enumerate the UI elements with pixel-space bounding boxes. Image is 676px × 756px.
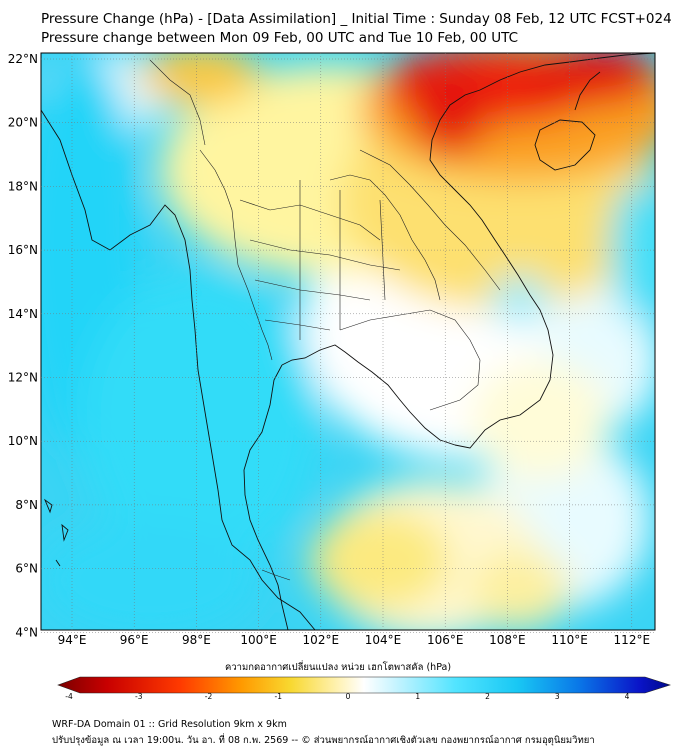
colorbar-bar (57, 676, 671, 694)
borders (149, 59, 501, 581)
lat-tick-label: 6°N (15, 562, 38, 576)
chart-subtitle: Pressure change between Mon 09 Feb, 00 U… (41, 30, 519, 46)
lat-tick-label: 12°N (8, 371, 38, 385)
footer-line-1: WRF-DA Domain 01 :: Grid Resolution 9km … (52, 719, 287, 730)
colorbar-tick-label: 2 (485, 692, 490, 701)
colorbar-tick-label: 1 (415, 692, 421, 701)
lon-tick-label: 96°E (120, 633, 149, 647)
colorbar-tick-label: -4 (65, 692, 73, 701)
lon-tick-label: 94°E (58, 633, 87, 647)
colorbar-tick-label: 3 (554, 692, 560, 701)
colorbar-tick-label: -1 (274, 692, 282, 701)
lon-tick-label: 108°E (489, 633, 526, 647)
lat-tick-label: 18°N (8, 179, 38, 193)
lon-tick-label: 112°E (614, 633, 651, 647)
lon-tick-label: 106°E (427, 633, 464, 647)
chart-title: Pressure Change (hPa) - [Data Assimilati… (41, 11, 672, 27)
lat-tick-label: 16°N (8, 243, 38, 257)
lon-tick-label: 102°E (303, 633, 340, 647)
colorbar-tick-label: -3 (135, 692, 143, 701)
lat-tick-label: 14°N (8, 307, 38, 321)
lat-tick-label: 10°N (8, 434, 38, 448)
colorbar-label: ความกดอากาศเปลี่ยนแปลง หน่วย เฮกโตพาสคัล… (224, 662, 452, 673)
graticule (41, 53, 655, 633)
lon-tick-label: 100°E (240, 633, 277, 647)
lat-tick-label: 8°N (15, 498, 38, 512)
coastlines (41, 53, 655, 630)
lat-tick-label: 22°N (8, 52, 38, 66)
lon-tick-label: 110°E (551, 633, 588, 647)
colorbar-tick-label: 4 (624, 692, 630, 701)
lon-tick-label: 104°E (365, 633, 402, 647)
footer-line-2: ปรับปรุงข้อมูล ณ เวลา 19:00น. วัน อา. ที… (52, 735, 595, 746)
lon-tick-label: 98°E (182, 633, 211, 647)
pressure-field (41, 53, 655, 630)
colorbar-tick-label: 0 (345, 692, 351, 701)
lat-tick-label: 20°N (8, 116, 38, 130)
lat-tick-label: 4°N (15, 625, 38, 639)
colorbar-tick-label: -2 (204, 692, 213, 701)
axis-ticks: 22°N 20°N 18°N 16°N 14°N 12°N 10°N 8°N 6°N 4°N 94°… (8, 52, 650, 647)
colorbar (57, 676, 671, 694)
map-frame (40, 52, 656, 631)
